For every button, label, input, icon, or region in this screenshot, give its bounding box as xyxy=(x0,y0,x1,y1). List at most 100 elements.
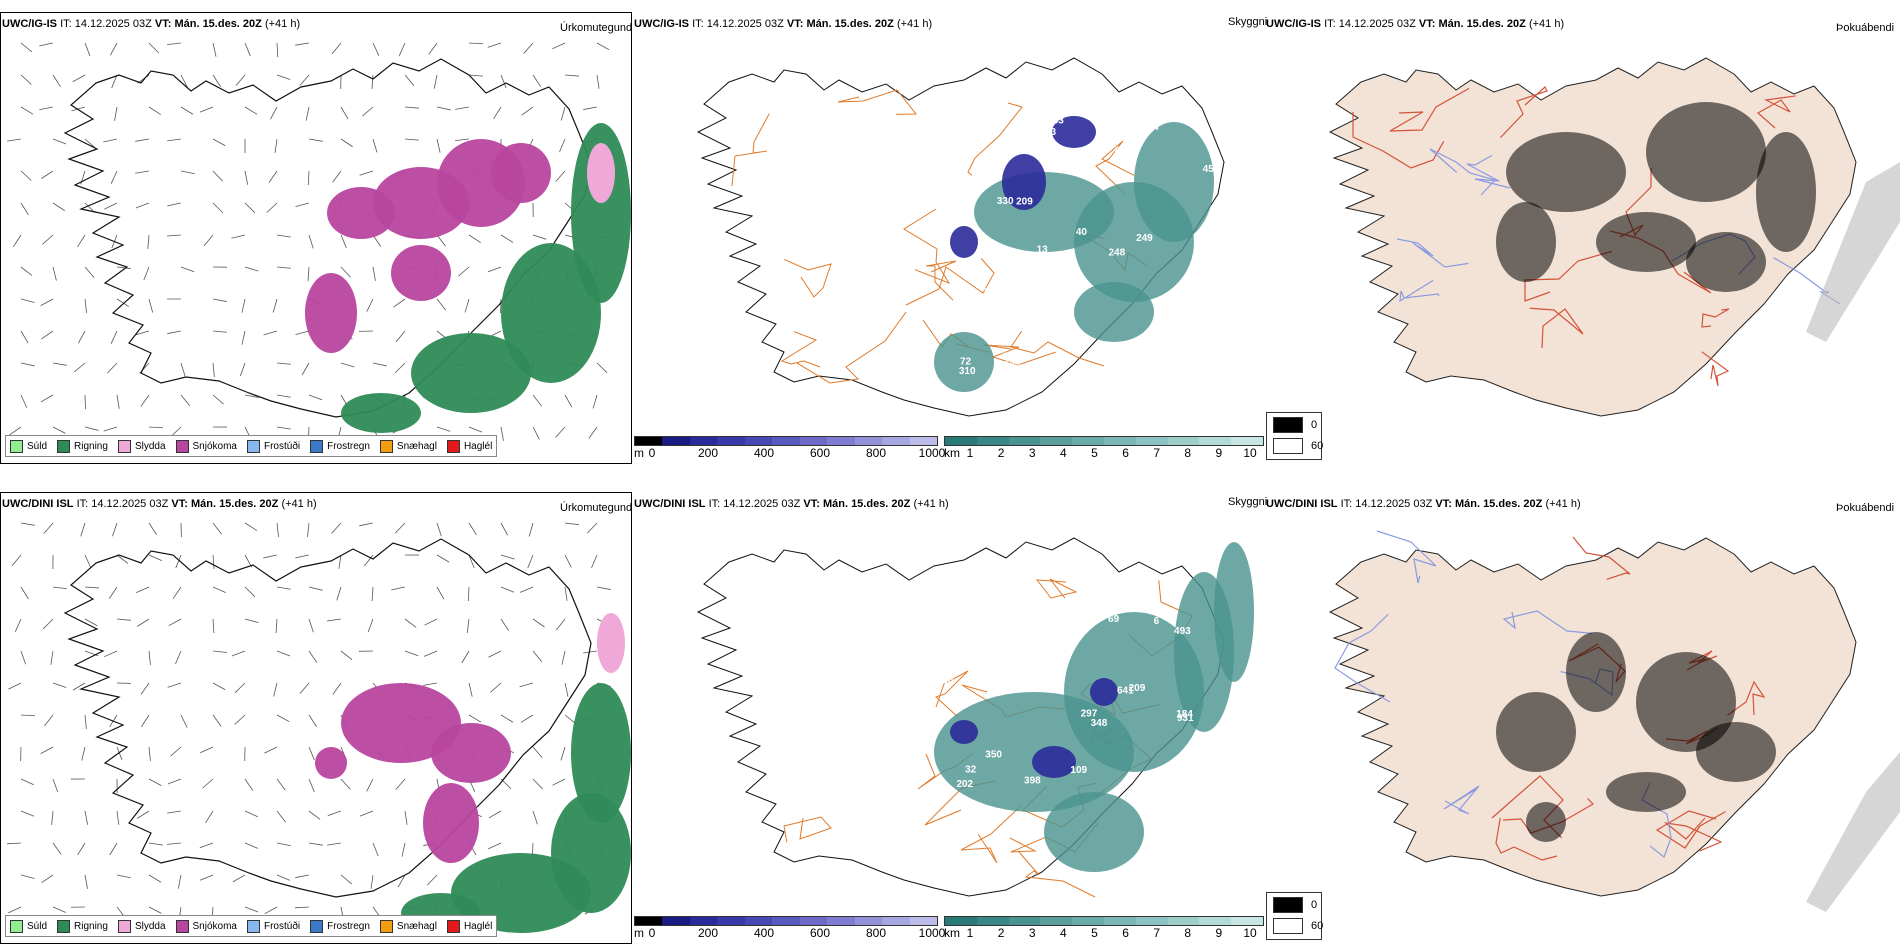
wind-barb xyxy=(436,106,451,111)
wind-barb xyxy=(9,426,22,436)
wind-barb xyxy=(468,42,484,45)
wind-barb xyxy=(488,810,502,819)
wind-barb xyxy=(148,426,164,429)
road xyxy=(1035,578,1078,599)
wind-barb xyxy=(308,650,318,663)
wind-barb xyxy=(308,618,314,633)
wind-barb xyxy=(52,586,67,590)
fog-area xyxy=(1496,202,1556,282)
wind-barb xyxy=(244,106,258,115)
panel-header-3: UWC/IG-IS IT: 14.12.2025 03Z VT: Mán. 15… xyxy=(1266,18,1564,30)
wind-barb xyxy=(367,618,374,633)
wind-barb xyxy=(490,682,502,693)
wind-barb xyxy=(404,138,419,141)
wind-barb xyxy=(372,362,387,367)
wind-barb xyxy=(532,810,538,825)
wind-barb xyxy=(148,650,151,665)
precip-legend: Súld Rigning Slydda Snjókoma Frostúði Frostre… xyxy=(5,915,498,937)
panel-header-1: UWC/IG-IS IT: 14.12.2025 03Z VT: Mán. 15… xyxy=(2,18,300,30)
wind-barb xyxy=(331,42,342,55)
wind-barb xyxy=(436,426,451,432)
wind-barb xyxy=(42,234,54,245)
low-visibility-area xyxy=(1214,542,1254,682)
colorbar-tick: 800 xyxy=(865,446,887,460)
wind-barb xyxy=(404,618,417,628)
wind-barb xyxy=(116,266,131,270)
colorbar-tick: 5 xyxy=(1091,926,1098,940)
wind-barb xyxy=(275,618,278,633)
wind-barb xyxy=(592,394,598,409)
offshore-fog xyxy=(1806,752,1900,912)
wind-barb xyxy=(276,810,286,823)
legend-item-5: Frostregn xyxy=(310,919,370,933)
wind-barb xyxy=(199,842,214,849)
lead-time: (+41 h) xyxy=(1528,18,1565,30)
wind-barb xyxy=(564,682,569,697)
ceiling-colorbar: m 0 200 400 600 800 1000 xyxy=(634,916,945,942)
wind-barb xyxy=(340,362,355,368)
fog-area xyxy=(1526,802,1566,842)
precip-map-svg xyxy=(7,42,631,442)
colorbar-unit: m xyxy=(634,446,644,460)
road xyxy=(780,331,821,368)
wind-barb xyxy=(116,298,130,307)
legend-swatch xyxy=(446,439,460,453)
wind-barb xyxy=(340,266,351,278)
wind-barb xyxy=(532,394,542,407)
ceiling-colorbar-bar xyxy=(634,916,938,926)
road xyxy=(1663,817,1723,852)
colorbar-tick: 0 xyxy=(648,926,656,940)
wind-barb xyxy=(556,618,566,631)
panel-fog-dini xyxy=(1266,492,1900,944)
fog-area xyxy=(1756,132,1816,252)
snow-area xyxy=(431,723,511,783)
model-name: UWC/DINI ISL xyxy=(634,498,706,510)
wind-barb xyxy=(20,650,27,665)
colorbar-tick: 6 xyxy=(1122,926,1129,940)
wind-barb xyxy=(370,874,374,889)
wind-barb xyxy=(212,42,217,57)
fog-legend-row: 0 xyxy=(1273,417,1317,433)
legend-swatch xyxy=(310,919,324,933)
wind-barb xyxy=(20,330,29,344)
wind-barb xyxy=(8,906,22,914)
legend-swatch xyxy=(117,919,131,933)
wind-barb xyxy=(372,234,382,247)
colorbar-tick: 9 xyxy=(1215,446,1223,460)
wind-barb xyxy=(532,778,544,790)
lead-time: (+41 h) xyxy=(281,498,317,510)
ceiling-label: 189 xyxy=(1020,305,1037,316)
colorbar-tick: 2 xyxy=(997,926,1005,940)
wind-barb xyxy=(295,42,310,46)
wind-barb xyxy=(308,778,315,793)
legend-swatch xyxy=(246,919,260,933)
fog-legend: 0 60 xyxy=(1266,412,1323,460)
ceiling-label: 455 xyxy=(1203,164,1220,175)
wind-barb xyxy=(561,650,566,665)
wind-barb xyxy=(340,106,349,120)
colorbar-tick: 2 xyxy=(997,446,1005,460)
wind-barb xyxy=(588,426,598,439)
wind-barb xyxy=(500,234,514,243)
colorbar-step xyxy=(1167,917,1200,925)
vt-value: Mán. 15.des. 20Z xyxy=(1454,498,1543,510)
colorbar-step xyxy=(1135,437,1168,445)
colorbar-step xyxy=(945,437,977,445)
wind-barb xyxy=(52,202,65,211)
legend-swatch xyxy=(117,439,131,453)
fog-area xyxy=(1506,132,1626,212)
wind-barb xyxy=(135,202,150,209)
ceiling-label: 28 xyxy=(983,807,995,818)
wind-barb xyxy=(264,906,278,915)
wind-barb xyxy=(564,394,573,408)
lead-time: (+41 h) xyxy=(1545,498,1581,510)
colorbar-step xyxy=(1072,917,1104,925)
ceiling-colorbar-bar xyxy=(634,436,938,446)
wind-barb xyxy=(212,650,227,653)
fog-legend-swatch xyxy=(1273,897,1303,913)
colorbar-tick: 1000 xyxy=(918,446,946,460)
wind-barb xyxy=(500,586,515,593)
wind-barb xyxy=(520,714,534,723)
colorbar-unit: m xyxy=(634,926,644,940)
wind-barb xyxy=(104,650,118,658)
